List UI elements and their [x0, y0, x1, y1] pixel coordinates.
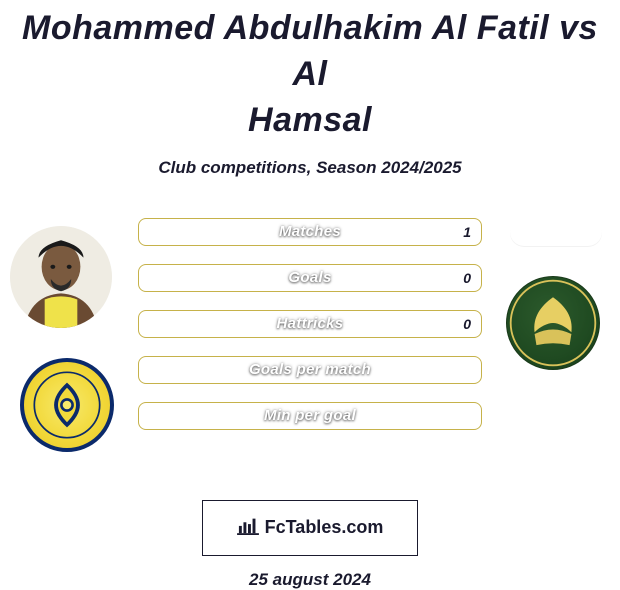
- chart-icon: [237, 515, 259, 540]
- subtitle: Club competitions, Season 2024/2025: [0, 158, 620, 178]
- bars-container: Matches1Goals0Hattricks0Goals per matchM…: [138, 218, 482, 430]
- player-right-placeholder-icon: [510, 218, 602, 246]
- club-left-badge-icon: [20, 358, 114, 452]
- title-line-1: Mohammed Abdulhakim Al Fatil vs Al: [22, 9, 598, 93]
- bar-row: Matches1: [138, 218, 482, 246]
- bar-row: Min per goal: [138, 402, 482, 430]
- bar-value-right: 0: [463, 316, 471, 332]
- bar-label: Goals per match: [139, 357, 481, 383]
- player-left-avatar: [10, 226, 112, 328]
- bar-row: Goals0: [138, 264, 482, 292]
- brand-label: FcTables.com: [265, 517, 384, 538]
- title-line-2: Hamsal: [248, 101, 372, 139]
- bar-label: Matches: [139, 219, 481, 245]
- comparison-chart: Matches1Goals0Hattricks0Goals per matchM…: [0, 210, 620, 490]
- bar-label: Min per goal: [139, 403, 481, 429]
- bar-label: Hattricks: [139, 311, 481, 337]
- bar-value-right: 1: [463, 224, 471, 240]
- bar-label: Goals: [139, 265, 481, 291]
- brand-box: FcTables.com: [202, 500, 418, 556]
- club-right-badge-icon: [506, 276, 600, 370]
- page-title: Mohammed Abdulhakim Al Fatil vs Al Hamsa…: [0, 0, 620, 152]
- bar-row: Goals per match: [138, 356, 482, 384]
- bar-row: Hattricks0: [138, 310, 482, 338]
- player-photo-icon: [10, 226, 112, 328]
- bar-value-right: 0: [463, 270, 471, 286]
